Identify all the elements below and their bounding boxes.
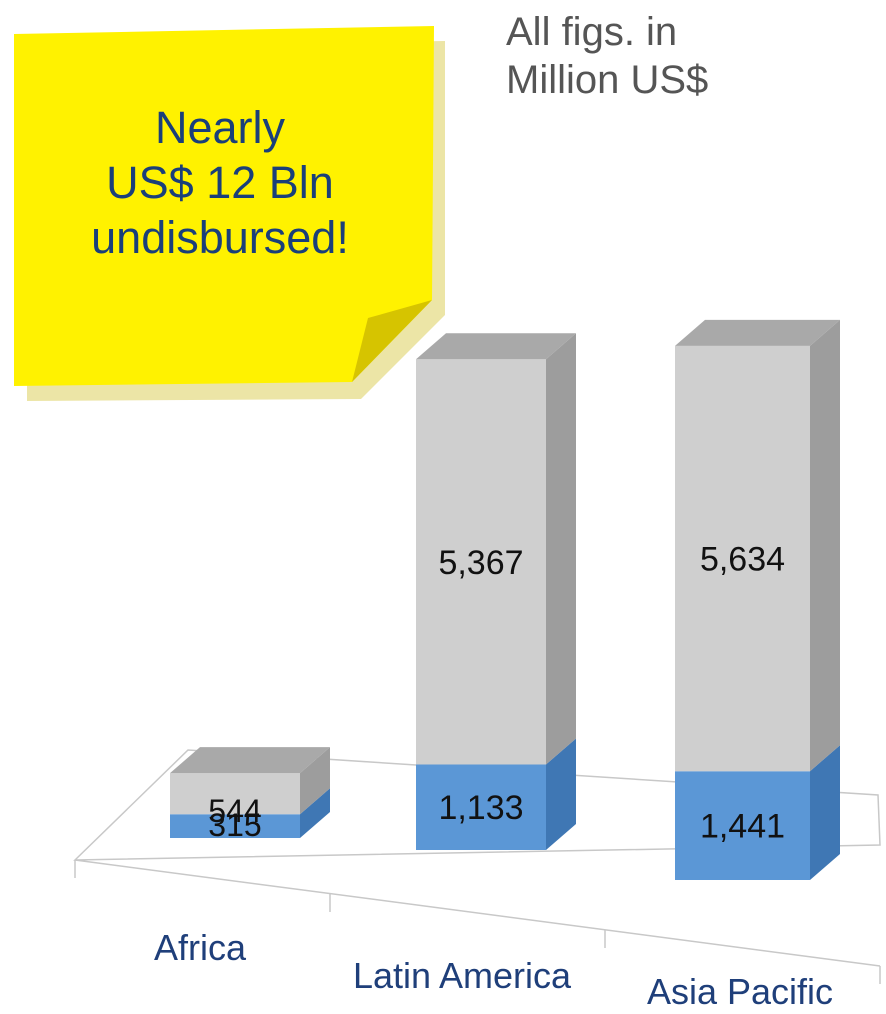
callout-body	[14, 26, 434, 386]
bar-side-upper-africa	[300, 747, 330, 815]
bar-segment-lower-latin-america	[416, 764, 546, 850]
bar-segment-upper-africa	[170, 773, 300, 815]
callout-line-1: Nearly	[154, 102, 286, 153]
data-label-lower-africa: 315	[208, 807, 261, 843]
bar-segment-upper-latin-america	[416, 359, 546, 765]
callout-line-3: undisbursed!	[91, 212, 349, 263]
bar-top-africa	[170, 747, 330, 774]
callout-fold	[352, 300, 432, 382]
callout-line-2: US$ 12 Bln	[106, 157, 334, 208]
bar-side-lower-asia-pacific	[810, 745, 840, 880]
bar-segment-lower-asia-pacific	[675, 771, 810, 880]
category-label-latin-america: Latin America	[353, 955, 572, 996]
bar-side-lower-africa	[300, 788, 330, 838]
bar-side-upper-asia-pacific	[810, 319, 840, 772]
bar-segment-upper-asia-pacific	[675, 345, 810, 772]
units-note: All figs. in Million US$	[506, 8, 708, 104]
floor-axis	[74, 859, 881, 967]
data-label-lower-latin-america: 1,133	[438, 789, 523, 827]
bar-side-upper-latin-america	[546, 333, 576, 765]
bar-segment-lower-africa	[170, 814, 300, 838]
category-label-asia-pacific: Asia Pacific	[647, 971, 833, 1012]
bar-top-asia-pacific	[675, 319, 840, 346]
category-label-africa: Africa	[154, 927, 247, 968]
bar-top-latin-america	[416, 333, 576, 360]
data-label-upper-asia-pacific: 5,634	[700, 541, 785, 579]
bar-side-lower-latin-america	[546, 738, 576, 850]
callout-text: Nearly US$ 12 Bln undisbursed!	[20, 100, 420, 265]
data-label-upper-latin-america: 5,367	[438, 544, 523, 582]
units-line-2: Million US$	[506, 58, 709, 102]
data-label-lower-asia-pacific: 1,441	[700, 808, 785, 846]
data-label-upper-africa: 544	[208, 793, 261, 829]
callout-note	[14, 26, 445, 401]
units-line-1: All figs. in	[506, 10, 678, 54]
